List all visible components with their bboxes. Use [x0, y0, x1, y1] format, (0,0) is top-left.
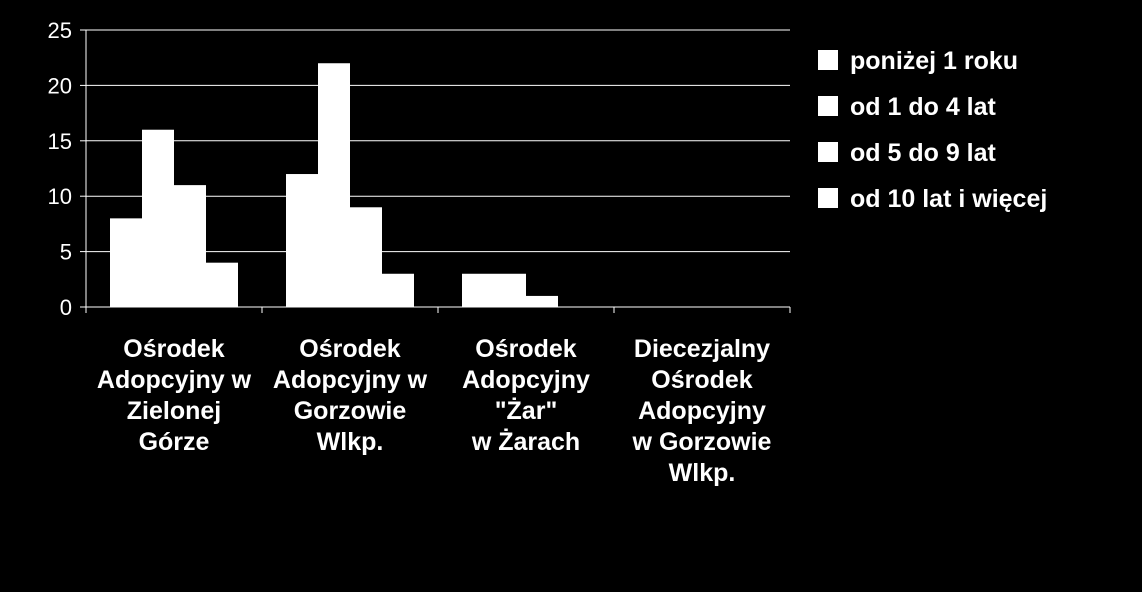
category-label: Wlkp. — [669, 459, 736, 487]
y-tick-label: 10 — [48, 184, 72, 209]
category-label: Adopcyjny w — [97, 366, 252, 394]
bar — [174, 185, 206, 307]
bar — [110, 218, 142, 307]
legend: poniżej 1 roku od 1 do 4 lat od 5 do 9 lat… — [818, 47, 1047, 213]
y-tick-labels: 0 5 10 15 20 25 — [48, 18, 72, 320]
category-label: "Żar" — [495, 397, 558, 425]
legend-swatch — [818, 188, 838, 208]
category-label: Ośrodek — [651, 366, 753, 394]
y-tick-label: 5 — [60, 240, 72, 265]
bar — [206, 262, 238, 307]
legend-swatch — [818, 50, 838, 70]
category-label: Adopcyjny — [462, 366, 590, 394]
category-label: Ośrodek — [123, 335, 225, 363]
legend-label: od 1 do 4 lat — [850, 93, 997, 121]
bar — [286, 174, 318, 307]
category-label: Ośrodek — [299, 335, 401, 363]
bar — [382, 273, 414, 307]
category-label: Adopcyjny — [638, 397, 766, 425]
category-label: w Żarach — [471, 428, 580, 456]
bar — [142, 129, 174, 307]
axes — [80, 29, 791, 313]
legend-swatch — [818, 142, 838, 162]
y-tick-label: 20 — [48, 73, 72, 98]
category-label: Gorzowie — [294, 397, 407, 425]
category-label: Górze — [139, 428, 210, 456]
bars — [110, 63, 558, 307]
category-label: Adopcyjny w — [273, 366, 428, 394]
bar — [494, 273, 526, 307]
bar — [526, 295, 558, 307]
y-tick-label: 0 — [60, 295, 72, 320]
category-label: Zielonej — [127, 397, 221, 425]
y-tick-label: 25 — [48, 18, 72, 43]
bar — [350, 207, 382, 307]
legend-label: poniżej 1 roku — [850, 47, 1018, 75]
bar — [318, 63, 350, 307]
legend-label: od 5 do 9 lat — [850, 139, 997, 167]
category-label: Diecezjalny — [634, 335, 770, 363]
bar — [462, 273, 494, 307]
legend-swatch — [818, 96, 838, 116]
category-label: Ośrodek — [475, 335, 577, 363]
category-label: w Gorzowie — [632, 428, 772, 456]
y-tick-label: 15 — [48, 129, 72, 154]
category-label: Wlkp. — [317, 428, 384, 456]
category-labels: Ośrodek Adopcyjny w Zielonej Górze Ośrodek Ad… — [97, 335, 772, 487]
legend-label: od 10 lat i więcej — [850, 185, 1047, 213]
